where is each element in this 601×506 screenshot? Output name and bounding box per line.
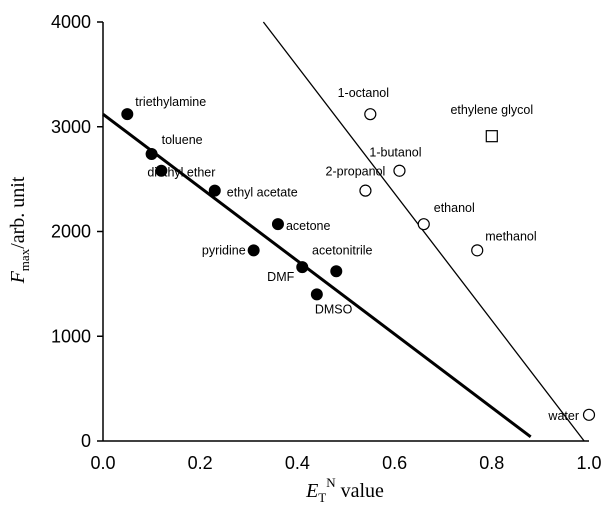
- filled-point: [155, 164, 168, 177]
- y-tick-label: 4000: [51, 12, 91, 32]
- protic-fit-line: [262, 21, 585, 442]
- point-label: DMF: [267, 270, 294, 284]
- open-point: [417, 218, 430, 231]
- point-label: DMSO: [315, 302, 353, 316]
- point-label: triethylamine: [135, 95, 206, 109]
- x-tick-label: 0.2: [188, 453, 213, 473]
- axes: 0 1000 2000 3000 4000 0.0 0.2 0.4 0.6 0.8 1.0: [51, 12, 601, 473]
- data-points: [121, 108, 596, 421]
- y-axis-title: Fmax/arb. unit: [7, 176, 32, 284]
- filled-point: [121, 108, 134, 121]
- point-label: methanol: [485, 229, 536, 243]
- point-label: 1-butanol: [369, 146, 421, 160]
- filled-point: [271, 218, 284, 231]
- open-point: [364, 108, 377, 121]
- open-point: [393, 164, 406, 177]
- open-point: [582, 408, 596, 421]
- filled-point: [247, 244, 260, 257]
- point-label: toluene: [162, 133, 203, 147]
- filled-point: [208, 184, 221, 197]
- x-tick-label: 0.4: [285, 453, 310, 473]
- point-label: ethylene glycol: [450, 103, 533, 117]
- filled-point: [310, 288, 323, 301]
- point-label: ethyl acetate: [227, 186, 298, 200]
- x-tick-label: 1.0: [576, 453, 601, 473]
- y-tick-label: 3000: [51, 117, 91, 137]
- y-tick-label: 1000: [51, 326, 91, 346]
- point-label: acetone: [286, 219, 331, 233]
- point-label: water: [547, 409, 579, 423]
- point-label: 2-propanol: [326, 165, 386, 179]
- x-tick-label: 0.8: [479, 453, 504, 473]
- filled-point: [145, 147, 158, 160]
- square-point: [485, 130, 498, 143]
- x-tick-label: 0.6: [382, 453, 407, 473]
- point-label: ethanol: [434, 201, 475, 215]
- point-label: pyridine: [202, 243, 246, 257]
- point-label: acetonitrile: [312, 243, 372, 257]
- point-label: 1-octanol: [338, 86, 389, 100]
- point-labels: triethylamine toluene diethyl ether ethyl a…: [135, 86, 579, 423]
- fit-lines: [102, 21, 585, 442]
- y-tick-label: 0: [81, 431, 91, 451]
- aprotic-fit-line: [102, 112, 532, 439]
- x-tick-label: 0.0: [90, 453, 115, 473]
- y-tick-label: 2000: [51, 222, 91, 242]
- open-point: [471, 244, 484, 257]
- filled-point: [330, 265, 343, 278]
- x-axis-title: ETN value: [305, 475, 384, 505]
- open-point: [359, 184, 372, 197]
- point-label: diethyl ether: [147, 166, 215, 180]
- filled-point: [296, 261, 309, 274]
